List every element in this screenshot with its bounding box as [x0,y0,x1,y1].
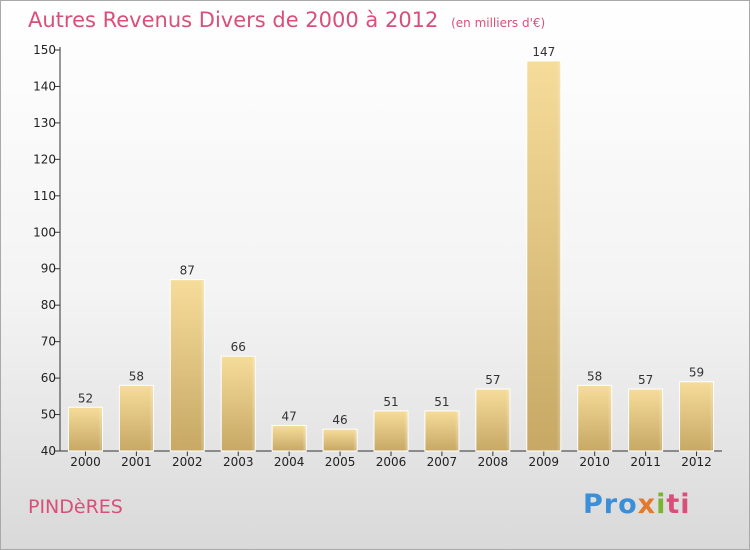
y-tick-label: 60 [41,371,56,385]
data-labels: 52 58 87 66 47 46 51 51 57 147 58 57 59 [78,45,704,427]
bar-highlight [98,408,102,451]
x-tick-label: 2011 [630,455,661,469]
data-label: 58 [129,369,144,383]
x-tick-label: 2007 [427,455,458,469]
x-tick-label: 2010 [579,455,610,469]
bar-highlight [302,426,306,451]
data-label: 66 [231,340,246,354]
x-tick-label: 2009 [528,455,559,469]
bar-highlight [556,61,560,451]
bar [67,406,103,452]
y-tick-label: 90 [41,262,56,276]
bar-highlight [200,280,204,451]
data-label: 87 [180,264,195,278]
data-label: 46 [332,413,347,427]
place-name: PINDèRES [28,496,123,518]
bar [118,384,154,452]
bar-highlight [607,386,611,451]
logo-part-1: Pro [583,489,638,520]
bar [526,60,562,452]
bar [628,388,664,452]
y-tick-label: 150 [33,43,56,57]
y-tick-label: 140 [33,79,56,93]
data-label: 57 [638,373,653,387]
logo-part-4: ti [666,489,691,520]
data-label: 51 [383,395,398,409]
y-axis: 40 50 60 70 80 90 100 110 120 130 140 150 [33,43,61,458]
bar-highlight [709,382,713,451]
data-label: 57 [485,373,500,387]
bar-highlight [505,390,509,451]
data-label: 59 [689,366,704,380]
x-axis: 2000 2001 2002 2003 2004 2005 2006 2007 2008 2009… [60,450,722,469]
bar [373,410,409,452]
chart-title: Autres Revenus Divers de 2000 à 2012 (en… [28,8,545,32]
y-tick-label: 40 [41,444,56,458]
y-tick-label: 120 [33,152,56,166]
bar [220,355,256,452]
bar [679,381,715,452]
bar [322,428,358,452]
bar-highlight [251,357,255,451]
x-tick-label: 2001 [121,455,152,469]
x-tick-label: 2012 [681,455,712,469]
bars [67,60,715,452]
y-tick-label: 130 [33,116,56,130]
x-tick-label: 2002 [172,455,203,469]
y-tick-label: 100 [33,225,56,239]
x-tick-label: 2003 [223,455,254,469]
bar-highlight [658,390,662,451]
y-tick-label: 50 [41,408,56,422]
bar [424,410,460,452]
y-tick-label: 70 [41,335,56,349]
chart-unit: (en milliers d'€) [451,16,546,30]
x-tick-label: 2005 [325,455,356,469]
bar-highlight [454,411,458,451]
bar [169,279,205,452]
data-label: 58 [587,369,602,383]
bar-highlight [404,411,407,451]
y-tick-label: 80 [41,298,56,312]
x-tick-label: 2004 [274,455,305,469]
bar [577,384,613,452]
logo-part-2: x [637,489,657,520]
data-label: 147 [532,45,555,59]
y-tick-label: 110 [33,189,56,203]
logo-part-3: i [656,489,667,520]
bar [271,424,307,452]
bar-highlight [353,430,357,451]
x-tick-label: 2006 [376,455,407,469]
proxiti-logo: Proxiti [583,489,691,520]
bar-highlight [149,386,153,451]
chart-title-text: Autres Revenus Divers de 2000 à 2012 [28,8,439,32]
data-label: 51 [434,395,449,409]
x-tick-label: 2000 [70,455,101,469]
bar [475,388,511,452]
data-label: 52 [78,391,93,405]
data-label: 47 [282,409,297,423]
x-tick-label: 2008 [478,455,509,469]
